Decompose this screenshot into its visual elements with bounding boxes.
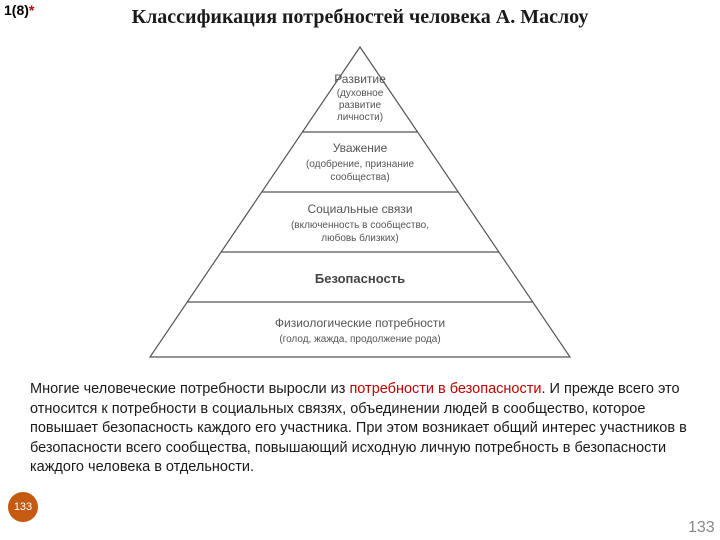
pyramid-level-0-title: Развитие [334,72,386,86]
pyramid-level-4-title: Физиологические потребности [275,316,445,330]
pyramid-level-2-sub2: любовь близких) [321,232,399,244]
pyramid-level-2-title: Социальные связи [307,202,412,216]
pyramid-diagram: Развитие (духовное развитие личности) Ув… [130,37,590,367]
corner-label: 1(8)* [4,2,34,18]
pyramid-level-3-title: Безопасность [315,271,405,286]
pyramid-level-0-sub2: развитие [339,100,382,111]
pyramid-level-0-sub1: (духовное [337,88,384,99]
pyramid-container: Развитие (духовное развитие личности) Ув… [0,37,720,367]
corner-star: * [29,2,34,18]
pyramid-level-1-sub2: сообщества) [330,171,389,183]
pyramid-level-0-sub3: личности) [337,112,383,123]
body-highlight: потребности в безопасности [349,381,541,397]
pyramid-level-1-sub1: (одобрение, признание [306,158,414,170]
page-number: 133 [688,520,708,536]
corner-label-text: 1(8) [4,2,29,18]
pyramid-level-4-sub1: (голод, жажда, продолжение рода) [279,334,440,345]
slide-badge: 133 [8,492,38,522]
body-part1: Многие человеческие потребности выросли … [30,381,349,397]
body-paragraph: Многие человеческие потребности выросли … [30,380,690,478]
pyramid-level-1-title: Уважение [333,141,388,155]
page-title: Классификация потребностей человека А. М… [0,0,720,29]
pyramid-level-2-sub1: (включенность в сообщество, [291,219,429,231]
